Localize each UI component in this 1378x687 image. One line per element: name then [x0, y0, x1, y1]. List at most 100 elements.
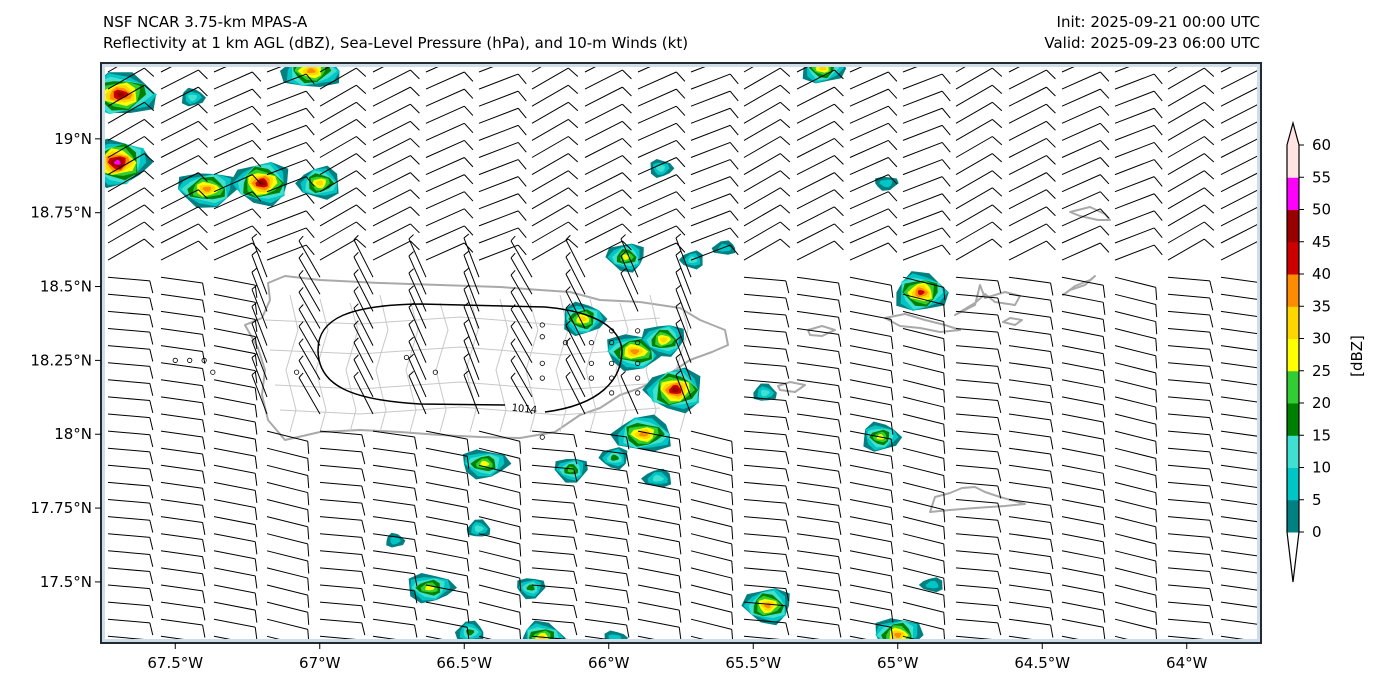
- wind-barb-staff: [1061, 225, 1101, 244]
- wind-barb-staff: [955, 221, 993, 244]
- wind-barb: [637, 71, 686, 90]
- wind-barb-flag: [254, 490, 258, 504]
- wind-barb: [584, 516, 630, 535]
- wind-barb: [372, 481, 418, 501]
- wind-barb: [1114, 584, 1158, 608]
- wind-barb-flag: [1099, 225, 1110, 236]
- wind-barb: [637, 174, 686, 193]
- wind-barb: [1220, 464, 1265, 483]
- wind-barb: [213, 122, 262, 141]
- wind-barb: [902, 141, 951, 158]
- wind-barb-flag: [1258, 53, 1267, 62]
- wind-barb: [955, 362, 1002, 379]
- wind-barb: [425, 567, 470, 589]
- wind-barb-flag: [410, 206, 420, 217]
- wind-barb: [372, 584, 418, 604]
- wind-barb-staff: [1061, 310, 1104, 320]
- wind-barb-staff: [1008, 379, 1051, 387]
- wind-barb-flag: [517, 107, 527, 119]
- wind-barb-flag: [466, 541, 470, 555]
- wind-barb-staff: [1167, 413, 1210, 419]
- wind-barb-flag: [410, 138, 420, 148]
- wind-barb-staff: [107, 447, 150, 453]
- wind-barb-staff: [849, 208, 889, 227]
- wind-barb: [743, 67, 791, 90]
- wind-barb-flag: [1155, 543, 1158, 557]
- wind-barb-staff: [637, 225, 677, 244]
- wind-barb-flag: [780, 67, 791, 77]
- wind-barb-staff: [955, 293, 998, 299]
- wind-barb-flag: [941, 107, 951, 119]
- wind-barb-staff: [849, 447, 892, 457]
- wind-barb-flag: [838, 453, 842, 467]
- wind-barb: [743, 118, 791, 141]
- wind-barb-flag: [997, 400, 1002, 413]
- wind-barb-flag: [414, 556, 418, 570]
- wind-barb-flag: [838, 607, 842, 621]
- wind-barb: [266, 210, 315, 227]
- wind-barb: [637, 430, 682, 452]
- wind-barb: [637, 550, 682, 572]
- reflectivity-cell: [610, 414, 671, 452]
- wind-barb: [107, 584, 154, 602]
- wind-barb-staff: [319, 567, 362, 573]
- wind-barb-half-flag: [675, 319, 682, 324]
- wind-barb: [425, 191, 474, 210]
- wind-barb-flag: [1155, 372, 1158, 386]
- wind-barb-flag: [361, 520, 366, 533]
- wind-barb-half-flag: [251, 233, 258, 239]
- wind-barb-staff: [213, 464, 256, 474]
- wind-barb-flag: [890, 421, 894, 435]
- wind-barb: [478, 481, 522, 506]
- wind-barb-staff: [372, 584, 415, 592]
- wind-barb: [213, 328, 258, 350]
- wind-barb: [902, 193, 951, 210]
- wind-barb-staff: [1167, 170, 1205, 193]
- wind-barb-flag: [1204, 204, 1215, 214]
- wind-barb: [160, 65, 176, 73]
- colorbar-tick-label: 40: [1312, 265, 1331, 283]
- wind-barb: [796, 481, 842, 501]
- wind-barb-flag: [622, 138, 632, 148]
- wind-barb: [849, 122, 898, 141]
- wind-barb-flag: [466, 592, 470, 606]
- wind-barb-staff: [478, 193, 519, 210]
- wind-barb: [637, 447, 682, 469]
- wind-barb: [319, 153, 367, 176]
- wind-barb: [372, 65, 388, 73]
- wind-barb-half-flag: [675, 267, 682, 273]
- wind-barb-flag: [573, 503, 578, 516]
- wind-barb: [1167, 481, 1214, 499]
- wind-barb: [1114, 107, 1163, 124]
- wind-barb-half-flag: [620, 370, 626, 377]
- wind-barb: [690, 481, 734, 506]
- wind-barb-staff: [510, 240, 533, 278]
- wind-barb-flag: [144, 221, 155, 231]
- wind-barb-staff: [1220, 584, 1259, 591]
- wind-barb-flag: [1051, 642, 1053, 654]
- wind-barb: [266, 90, 315, 107]
- wind-barb-staff: [266, 516, 308, 528]
- wind-barb: [408, 370, 427, 415]
- wind-barb-staff: [1061, 174, 1101, 193]
- wind-barb: [160, 223, 208, 244]
- wind-barb-staff: [796, 396, 839, 404]
- wind-barb-flag: [1263, 471, 1265, 483]
- wind-barb-half-flag: [565, 303, 571, 309]
- wind-barb: [849, 345, 894, 367]
- wind-barb-flag: [626, 505, 630, 518]
- wind-barb-staff: [796, 567, 839, 575]
- wind-barb-flag: [997, 485, 1002, 499]
- wind-barb-flag: [622, 69, 632, 80]
- wind-barb-half-flag: [620, 234, 626, 240]
- wind-barb-staff: [849, 345, 892, 355]
- wind-barb: [690, 601, 734, 625]
- wind-barb: [1167, 379, 1214, 396]
- wind-barb: [1061, 174, 1110, 193]
- wind-barb-staff: [743, 170, 781, 193]
- wind-barb-staff: [849, 618, 892, 628]
- wind-barb: [849, 447, 894, 469]
- wind-barb-flag: [731, 509, 734, 523]
- wind-barb: [213, 191, 262, 210]
- wind-barb-staff: [1114, 567, 1156, 579]
